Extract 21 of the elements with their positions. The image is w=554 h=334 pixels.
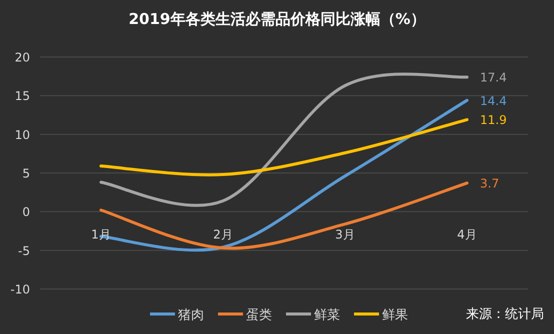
data-label: 17.4 xyxy=(480,70,507,85)
y-tick-label: 0 xyxy=(22,205,30,220)
legend-label: 鲜菜 xyxy=(314,308,340,323)
y-tick-label: -5 xyxy=(18,244,30,258)
legend-label: 鲜果 xyxy=(382,308,408,323)
y-tick-label: 5 xyxy=(22,166,30,180)
legend-label: 蛋类 xyxy=(246,308,272,323)
data-label: 11.9 xyxy=(480,113,507,128)
x-tick-label: 4月 xyxy=(457,228,477,242)
legend-label: 猪肉 xyxy=(178,308,204,323)
x-tick-label: 2月 xyxy=(213,228,233,242)
y-tick-label: 15 xyxy=(14,89,30,104)
data-label: 14.4 xyxy=(480,94,507,108)
y-tick-label: -10 xyxy=(10,282,30,296)
chart-title: 2019年各类生活必需品价格同比涨幅（%） xyxy=(128,10,426,28)
y-tick-label: 10 xyxy=(14,128,30,142)
line-series xyxy=(100,118,468,176)
source-note: 来源：统计局 xyxy=(466,307,544,322)
x-tick-label: 3月 xyxy=(335,228,355,242)
y-tick-label: 20 xyxy=(14,50,30,64)
data-label: 3.7 xyxy=(480,176,500,191)
